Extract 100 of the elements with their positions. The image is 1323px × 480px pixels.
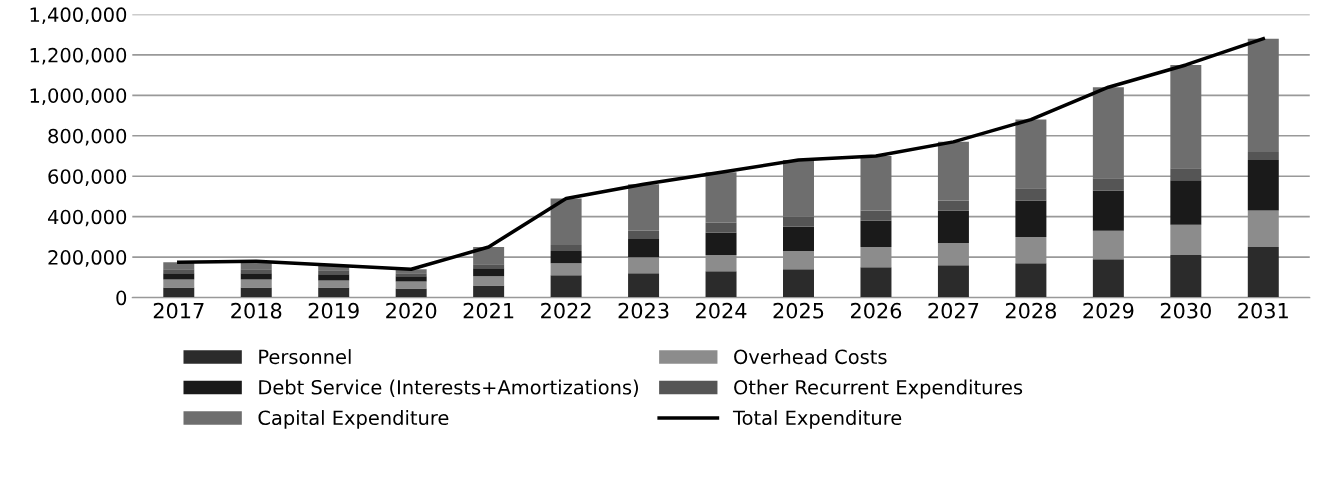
bar	[1092, 87, 1124, 179]
y-tick-label: 0	[116, 290, 127, 306]
bar	[1247, 38, 1279, 152]
bar	[1015, 263, 1047, 298]
bar	[163, 287, 195, 298]
bar	[1247, 247, 1279, 298]
bar	[163, 273, 195, 280]
y-tick-label: 1,400,000	[30, 7, 127, 25]
x-tick-label: 2024	[696, 302, 747, 319]
x-tick-label: 2027	[928, 302, 979, 319]
bar	[1092, 259, 1124, 298]
bar	[783, 216, 814, 227]
bar	[395, 273, 427, 277]
bar	[1015, 188, 1047, 201]
bar	[705, 232, 737, 256]
bar	[550, 251, 582, 264]
x-tick-label: 2028	[1005, 302, 1056, 319]
bar	[550, 245, 582, 252]
y-tick-label: 600,000	[48, 169, 127, 186]
y-tick-label: 200,000	[48, 250, 127, 267]
bar	[1092, 190, 1124, 231]
bar	[240, 273, 272, 280]
bar	[628, 230, 660, 239]
legend-label: Total Expenditure	[732, 410, 902, 429]
y-tick-label: 1,200,000	[30, 47, 127, 65]
bar	[1015, 119, 1047, 189]
x-tick-label: 2026	[850, 302, 902, 319]
bar	[705, 255, 737, 272]
legend-label: Debt Service (Interests+Amortizations)	[259, 379, 639, 397]
bar	[937, 210, 969, 243]
x-tick-label: 2020	[386, 302, 437, 319]
bar	[1170, 168, 1202, 181]
bar	[783, 226, 814, 252]
x-tick-label: 2017	[153, 302, 204, 319]
x-tick-label: 2031	[1238, 302, 1288, 319]
x-tick-label: 2029	[1083, 302, 1134, 319]
bar	[705, 222, 737, 233]
bar	[473, 276, 505, 286]
bar	[1247, 210, 1279, 248]
bar	[163, 269, 195, 274]
bar	[937, 141, 969, 201]
bar	[1247, 151, 1279, 161]
bar	[937, 200, 969, 211]
bar	[783, 160, 814, 217]
x-tick-label: 2030	[1160, 302, 1211, 319]
bar	[240, 287, 272, 298]
bar	[395, 276, 427, 282]
bar	[473, 264, 505, 269]
x-tick-label: 2025	[773, 302, 824, 319]
bar	[1170, 64, 1202, 169]
bar	[860, 247, 892, 268]
y-tick-label: 400,000	[47, 209, 127, 227]
bar	[705, 271, 737, 298]
legend-label: Other Recurrent Expenditures	[734, 379, 1023, 399]
bar	[240, 269, 272, 274]
bar	[318, 280, 350, 288]
bar	[628, 238, 660, 258]
bar	[318, 274, 350, 281]
line-series	[177, 36, 1266, 272]
bar	[628, 273, 660, 298]
bar	[1247, 160, 1279, 211]
x-tick-label: 2019	[308, 302, 359, 319]
bar	[1170, 180, 1202, 225]
bar	[783, 251, 814, 270]
bar	[318, 270, 350, 275]
x-tick-label: 2023	[618, 302, 669, 319]
y-tick-label: 800,000	[48, 128, 127, 146]
bar	[395, 281, 427, 289]
bar	[318, 287, 350, 298]
bar	[163, 279, 195, 288]
legend-label: Capital Expenditure	[258, 410, 449, 429]
bar	[240, 279, 272, 288]
bar	[628, 184, 660, 231]
bar	[550, 275, 582, 298]
bar	[1015, 236, 1047, 264]
bar	[1092, 230, 1124, 260]
bar	[860, 156, 892, 211]
bar	[550, 198, 582, 246]
bar	[473, 268, 505, 277]
legend-label: Personnel	[259, 349, 351, 365]
y-tick-label: 1,000,000	[30, 88, 127, 105]
bar	[860, 267, 892, 298]
bar	[705, 172, 737, 223]
bar	[1170, 224, 1202, 256]
x-tick-label: 2018	[231, 302, 282, 319]
bar	[783, 269, 814, 298]
bar	[860, 220, 892, 248]
x-tick-label: 2021	[463, 302, 514, 319]
bar	[395, 288, 427, 298]
bar	[937, 242, 969, 266]
bar	[473, 285, 505, 298]
x-tick-label: 2022	[541, 302, 591, 319]
bar	[550, 263, 582, 276]
bar	[628, 257, 660, 274]
bar	[860, 210, 892, 221]
bar	[1170, 255, 1202, 298]
bar	[1015, 200, 1047, 237]
bar	[1092, 178, 1124, 191]
legend-label: Overhead Costs	[734, 349, 887, 365]
bar	[937, 265, 969, 298]
